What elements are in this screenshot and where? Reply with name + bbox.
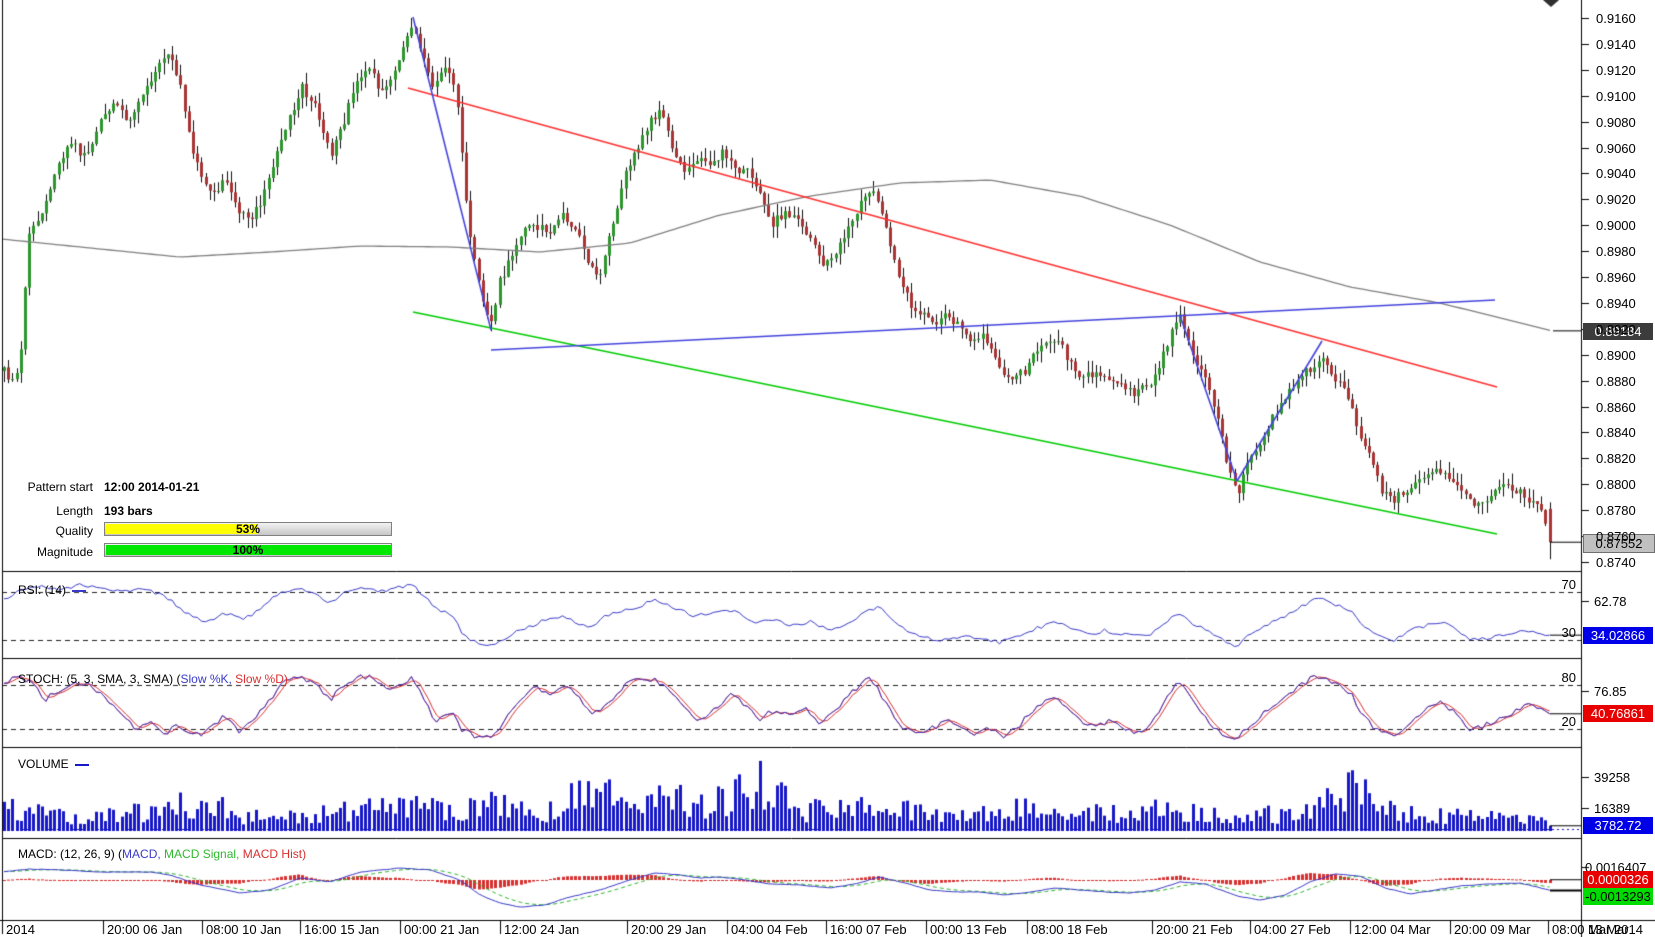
time-axis-label: 20:00 09 Mar bbox=[1454, 922, 1531, 937]
time-axis-label: 08:00 10 Jan bbox=[206, 922, 282, 937]
price-axis-label: 0.8960 bbox=[1596, 270, 1636, 285]
price-axis-label: 0.8820 bbox=[1596, 451, 1636, 467]
stoch-slowd-label: Slow %D) bbox=[231, 672, 288, 686]
stoch-level-20-label: 20 bbox=[1561, 714, 1576, 729]
price-axis-label: 0.9060 bbox=[1596, 140, 1636, 156]
volume-legend-line-icon bbox=[74, 763, 89, 766]
price-axis-label: 0.9160 bbox=[1596, 11, 1636, 26]
price-axis-label: 0.9120 bbox=[1596, 62, 1636, 78]
price-axis-label: 0.9080 bbox=[1596, 114, 1636, 130]
rsi-scale-value: 62.78 bbox=[1594, 594, 1627, 609]
time-axis-label: 00:00 13 Feb bbox=[930, 922, 1007, 937]
macd-signal-value-box: -0.0013293 bbox=[1583, 888, 1653, 905]
pattern-length-label: Length bbox=[56, 504, 93, 518]
time-axis-label: 20:00 21 Feb bbox=[1156, 922, 1233, 937]
stoch-slowk-label: Slow %K, bbox=[180, 672, 232, 686]
price-axis-label: 0.8980 bbox=[1596, 244, 1636, 260]
stoch-level-80-label: 80 bbox=[1561, 670, 1576, 685]
macd-hist-value-box: 0.0000326 bbox=[1583, 871, 1653, 888]
price-axis-label: 0.9100 bbox=[1596, 88, 1636, 104]
macd-hist-label: MACD Hist) bbox=[239, 847, 307, 861]
price-axis-label: 0.8900 bbox=[1596, 347, 1636, 363]
macd-signal-label: MACD Signal, bbox=[160, 847, 240, 861]
price-axis-label: 0.8860 bbox=[1596, 399, 1636, 415]
rsi-indicator-label: RSI: (14) bbox=[18, 583, 87, 597]
magnitude-progress-bar: 100% bbox=[104, 543, 392, 557]
macd-label-text: MACD: (12, 26, 9) ( bbox=[18, 847, 123, 861]
time-axis-label: 04:00 04 Feb bbox=[731, 922, 808, 937]
volume-indicator-label: VOLUME bbox=[18, 757, 89, 771]
price-axis-label: 0.9000 bbox=[1596, 218, 1636, 234]
time-axis-label: 00:00 21 Jan bbox=[404, 922, 480, 937]
stoch-scale-value: 76.85 bbox=[1594, 684, 1627, 699]
rsi-current-value-box: 34.02866 bbox=[1583, 627, 1653, 644]
magnitude-progress-fill bbox=[106, 545, 392, 555]
macd-main-label: MACD, bbox=[122, 847, 161, 861]
last-price-box: 0.87552 bbox=[1583, 534, 1655, 553]
stoch-indicator-label: STOCH: (5, 3, SMA, 3, SMA) (Slow %K, Slo… bbox=[18, 672, 288, 686]
rsi-level-30-label: 30 bbox=[1561, 625, 1576, 640]
price-axis-label: 0.8760 bbox=[1596, 529, 1636, 544]
pattern-start-value: 12:00 2014-01-21 bbox=[104, 480, 200, 494]
price-axis-label: 0.9140 bbox=[1596, 36, 1636, 52]
time-axis-label: 2014 bbox=[6, 922, 35, 937]
price-axis-label: 0.8920 bbox=[1596, 321, 1636, 337]
time-axis-label: 12:00 04 Mar bbox=[1354, 922, 1431, 937]
stoch-label-text: STOCH: (5, 3, SMA, 3, SMA) ( bbox=[18, 672, 181, 686]
price-axis-label: 0.9020 bbox=[1596, 192, 1636, 208]
time-axis-label: 08:00 13 Mar bbox=[1552, 922, 1629, 937]
price-axis-label: 0.8740 bbox=[1596, 554, 1636, 570]
macd-indicator-label: MACD: (12, 26, 9) (MACD, MACD Signal, MA… bbox=[18, 847, 306, 861]
price-axis-label: 0.8880 bbox=[1596, 373, 1636, 389]
time-axis-label: 20:00 29 Jan bbox=[631, 922, 707, 937]
time-axis-label: 16:00 15 Jan bbox=[304, 922, 380, 937]
time-axis-label: 12:00 24 Jan bbox=[504, 922, 580, 937]
volume-scale-value-1: 39258 bbox=[1594, 770, 1631, 785]
price-axis-label: 0.8940 bbox=[1596, 295, 1636, 311]
time-axis-year-label: Mar 2014 bbox=[1588, 922, 1643, 937]
volume-scale-value-2: 16389 bbox=[1594, 801, 1631, 816]
price-axis-label: 0.9040 bbox=[1596, 166, 1636, 182]
price-axis-label: 0.8800 bbox=[1596, 477, 1636, 493]
magnitude-percent: 100% bbox=[232, 543, 264, 557]
quality-label: Quality bbox=[55, 524, 93, 538]
quality-progress-fill bbox=[106, 524, 258, 534]
volume-label-text: VOLUME bbox=[18, 757, 69, 771]
stoch-current-value-box: 40.76861 bbox=[1583, 705, 1653, 722]
time-axis-label: 20:00 06 Jan bbox=[107, 922, 183, 937]
pattern-length-value: 193 bars bbox=[104, 504, 153, 518]
time-axis-label: 08:00 18 Feb bbox=[1031, 922, 1108, 937]
magnitude-label: Magnitude bbox=[36, 545, 93, 559]
time-axis-label: 16:00 07 Feb bbox=[830, 922, 907, 937]
volume-current-value-box: 3782.72 bbox=[1583, 817, 1653, 834]
price-axis-label: 0.8780 bbox=[1596, 503, 1636, 519]
rsi-level-70-label: 70 bbox=[1561, 577, 1576, 592]
quality-progress-bar: 53% bbox=[104, 522, 392, 536]
time-axis-label: 04:00 27 Feb bbox=[1254, 922, 1331, 937]
rsi-label-text: RSI: (14) bbox=[18, 583, 67, 597]
bid-price-box: 0.89184 bbox=[1583, 323, 1653, 340]
pattern-start-label: Pattern start bbox=[27, 480, 93, 494]
rsi-legend-line-icon bbox=[72, 589, 87, 592]
quality-percent: 53% bbox=[235, 522, 261, 536]
price-axis-label: 0.8840 bbox=[1596, 425, 1636, 441]
